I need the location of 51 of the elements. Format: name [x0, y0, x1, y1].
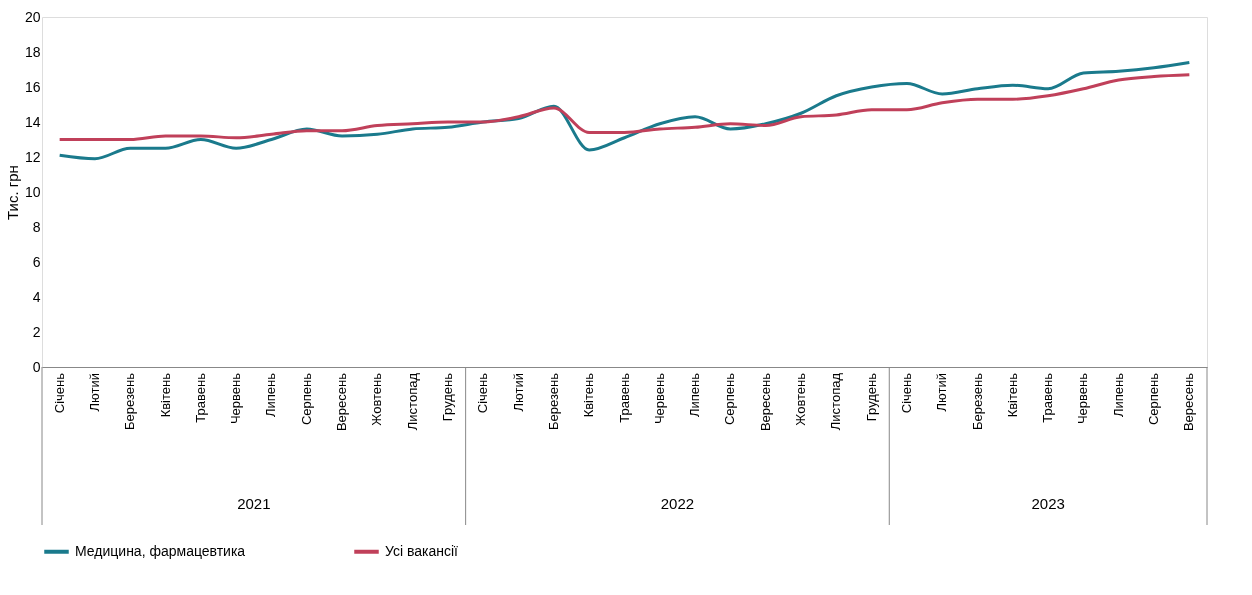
x-tick-label: Січень — [51, 372, 67, 414]
x-tick-label: Березень — [969, 372, 985, 430]
x-tick-label: Березень — [122, 372, 138, 430]
x-tick-label: Липень — [263, 372, 279, 418]
x-tick-label: Вересень — [757, 372, 773, 432]
x-tick-label: Грудень — [439, 372, 455, 422]
y-tick-label: 10 — [24, 183, 41, 200]
x-tick-label: Лютий — [934, 373, 950, 412]
x-tick-label: Червень — [651, 372, 667, 425]
y-tick-label: 12 — [24, 148, 41, 165]
y-tick-label: 18 — [24, 43, 41, 60]
x-tick-label: Листопад — [828, 372, 844, 431]
x-tick-label: Вересень — [1181, 372, 1197, 432]
x-tick-label: Травень — [616, 372, 632, 423]
y-tick-label: 20 — [24, 8, 41, 25]
y-tick-label: 16 — [24, 78, 41, 95]
x-tick-label: Січень — [898, 372, 914, 414]
x-tick-label: Січень — [475, 372, 491, 414]
line-series — [58, 73, 1191, 141]
x-tick-label: Березень — [545, 372, 561, 430]
x-tick-label: Квітень — [1004, 372, 1020, 418]
legend-label: Усі вакансії — [385, 542, 459, 559]
x-tick-label: Грудень — [863, 372, 879, 422]
y-tick-label: 6 — [32, 253, 41, 270]
y-tick-label: 14 — [24, 113, 41, 130]
text: 2022 — [660, 495, 695, 512]
x-tick-label: Серпень — [722, 372, 738, 426]
y-tick-label: 2 — [32, 323, 41, 340]
x-tick-label: Вересень — [334, 372, 350, 432]
x-tick-label: Серпень — [1146, 372, 1162, 426]
x-tick-label: Квітень — [157, 372, 173, 418]
text: 2021 — [237, 495, 271, 512]
x-tick-label: Травень — [1040, 372, 1056, 423]
x-tick-label: Жовтень — [793, 372, 809, 426]
x-tick-label: Липень — [1110, 372, 1126, 418]
x-tick-label: Травень — [192, 372, 208, 423]
x-tick-label: Серпень — [298, 372, 314, 426]
x-tick-label: Червень — [228, 372, 244, 425]
text: 2023 — [1031, 495, 1065, 512]
legend-label: Медицина, фармацевтика — [75, 542, 246, 559]
y-tick-label: 4 — [32, 288, 41, 305]
x-tick-label: Жовтень — [369, 372, 385, 426]
x-tick-label: Червень — [1075, 372, 1091, 425]
y-axis-title: Тис. грн — [3, 165, 21, 220]
x-tick-label: Лютий — [510, 373, 526, 412]
y-tick-label: 8 — [32, 218, 41, 235]
x-tick-label: Липень — [687, 372, 703, 418]
x-tick-label: Квітень — [581, 372, 597, 418]
x-tick-label: Лютий — [86, 373, 102, 412]
x-tick-label: Листопад — [404, 372, 420, 431]
y-tick-label: 0 — [32, 358, 41, 375]
